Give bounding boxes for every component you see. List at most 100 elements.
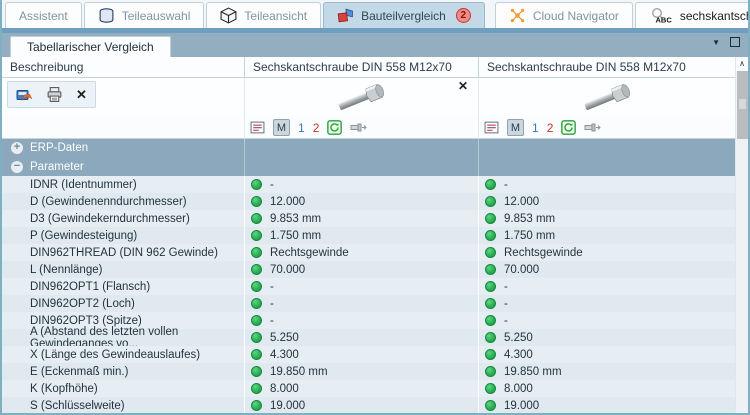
mode-m-button[interactable]: M	[507, 119, 524, 136]
value-text: 19.850 mm	[270, 365, 328, 378]
tab-label: Bauteilvergleich	[361, 8, 446, 23]
table-row[interactable]: A (Abstand des letzten vollen Gewindegan…	[2, 326, 737, 350]
status-ok-icon	[251, 264, 262, 275]
value-text: 9.853 mm	[504, 212, 556, 225]
view-2-button[interactable]: 2	[546, 120, 554, 135]
value-cell: Rechtsgewinde	[479, 244, 737, 261]
section-row-parameter[interactable]: − Parameter	[2, 157, 737, 176]
value-cell: 5.250	[479, 329, 737, 346]
comparison-toolbar-cell: ✕	[2, 78, 245, 117]
value-cell: 12.000	[479, 193, 737, 210]
row-label: P (Gewindesteigung)	[2, 227, 245, 244]
mode-m-button[interactable]: M	[273, 119, 290, 136]
value-cell: -	[479, 312, 737, 329]
part-preview-cell: ✕	[245, 78, 479, 117]
row-label: A (Abstand des letzten vollen Gewindegan…	[2, 326, 245, 350]
value-cell: 70.000	[245, 261, 479, 278]
table-row[interactable]: DIN962THREAD (DIN 962 Gewinde) Rechtsgew…	[2, 244, 737, 261]
value-cell: Rechtsgewinde	[245, 244, 479, 261]
value-text: 12.000	[504, 195, 540, 208]
table-row[interactable]: DIN962OPT3 (Spitze) - -	[2, 312, 737, 329]
print-icon[interactable]	[46, 86, 63, 103]
panel-menu-dropdown-icon[interactable]: ▼	[712, 37, 720, 47]
search-abc-icon: ABC	[649, 7, 673, 24]
table-row[interactable]: D3 (Gewindekerndurchmesser) 9.853 mm 9.8…	[2, 210, 737, 227]
hex-bolt-preview-image	[333, 77, 390, 119]
value-text: 1.750 mm	[504, 229, 556, 242]
status-ok-icon	[485, 196, 496, 207]
table-row[interactable]: K (Kopfhöhe) 8.000 8.000	[2, 380, 737, 397]
value-text: 1.750 mm	[270, 229, 322, 242]
section-empty-cell	[245, 139, 479, 157]
empty-cell	[2, 117, 245, 139]
tab-assistent[interactable]: Assistent	[5, 2, 82, 28]
tab-tabellarischer-vergleich[interactable]: Tabellarischer Vergleich	[10, 36, 171, 57]
update-icon[interactable]	[327, 120, 343, 135]
view-1-button[interactable]: 1	[298, 120, 305, 135]
status-ok-icon	[251, 179, 262, 190]
section-label-cell: + ERP-Daten	[2, 139, 245, 157]
comparison-toolbar: ✕	[7, 81, 96, 108]
table-row[interactable]: E (Eckenmaß min.) 19.850 mm 19.850 mm	[2, 363, 737, 380]
tab-bauteilvergleich[interactable]: Bauteilvergleich 2	[323, 2, 485, 28]
expand-icon[interactable]: +	[11, 142, 23, 154]
value-text: Rechtsgewinde	[504, 246, 583, 259]
table-row[interactable]: S (Schlüsselweite) 19.000 19.000	[2, 397, 737, 413]
value-cell: 12.000	[245, 193, 479, 210]
view-1-button[interactable]: 1	[532, 120, 539, 135]
update-icon[interactable]	[561, 120, 577, 135]
status-ok-icon	[485, 179, 496, 190]
tab-label: Cloud Navigator	[532, 8, 619, 23]
table-row[interactable]: DIN962OPT1 (Flansch) - -	[2, 278, 737, 295]
value-cell: 1.750 mm	[245, 227, 479, 244]
datasheet-icon[interactable]	[484, 120, 499, 135]
export-to-cad-icon[interactable]	[350, 120, 368, 135]
close-icon[interactable]: ✕	[76, 87, 87, 102]
export-to-cad-icon[interactable]	[584, 120, 602, 135]
column-header-row: Beschreibung Sechskantschraube DIN 558 M…	[2, 57, 737, 78]
view-2-button[interactable]: 2	[312, 120, 320, 135]
part-preview-cell	[479, 78, 737, 117]
value-cell: 8.000	[479, 380, 737, 397]
subtab-label: Tabellarischer Vergleich	[27, 40, 154, 54]
row-label: DIN962THREAD (DIN 962 Gewinde)	[2, 244, 245, 261]
table-row[interactable]: X (Länge des Gewindeauslaufes) 4.300 4.3…	[2, 346, 737, 363]
row-label: DIN962OPT2 (Loch)	[2, 295, 245, 312]
tab-label: Teileansicht	[244, 8, 308, 23]
value-text: 4.300	[270, 348, 299, 361]
status-ok-icon	[485, 349, 496, 360]
value-cell: 19.000	[479, 397, 737, 413]
part-column-header: Sechskantschraube DIN 558 M12x70	[245, 57, 479, 78]
vertical-scrollbar[interactable]: ∧	[735, 57, 748, 413]
maximize-icon[interactable]	[730, 37, 740, 47]
status-ok-icon	[251, 400, 262, 411]
tab-label: Teileauswahl	[121, 8, 191, 23]
datasheet-icon[interactable]	[250, 120, 265, 135]
table-row[interactable]: D (Gewindenenndurchmesser) 12.000 12.000	[2, 193, 737, 210]
tab-sechskantschrauben[interactable]: ABC sechskantschrauben	[634, 2, 748, 28]
value-text: Rechtsgewinde	[270, 246, 349, 259]
value-text: 12.000	[270, 195, 306, 208]
value-text: -	[270, 178, 274, 191]
table-row[interactable]: DIN962OPT2 (Loch) - -	[2, 295, 737, 312]
section-row-erp-daten[interactable]: + ERP-Daten	[2, 139, 737, 157]
row-label: D (Gewindenenndurchmesser)	[2, 193, 245, 210]
tab-teileansicht[interactable]: Teileansicht	[206, 2, 322, 28]
row-label: X (Länge des Gewindeauslaufes)	[2, 346, 245, 363]
scrollbar-thumb[interactable]	[737, 71, 748, 139]
collapse-icon[interactable]: −	[11, 160, 23, 173]
table-row[interactable]: L (Nennlänge) 70.000 70.000	[2, 261, 737, 278]
preview-row: ✕ ✕	[2, 78, 737, 117]
status-ok-icon	[251, 281, 262, 292]
table-row[interactable]: P (Gewindesteigung) 1.750 mm 1.750 mm	[2, 227, 737, 244]
scroll-up-arrow-icon[interactable]: ∧	[736, 57, 748, 71]
table-row[interactable]: IDNR (Identnummer) - -	[2, 176, 737, 193]
value-text: 19.850 mm	[504, 365, 562, 378]
value-text: 19.000	[270, 399, 306, 412]
remove-column-icon[interactable]: ✕	[457, 79, 468, 93]
row-label: DIN962OPT1 (Flansch)	[2, 278, 245, 295]
export-icon[interactable]	[16, 86, 33, 103]
tab-cloud-navigator[interactable]: Cloud Navigator	[494, 2, 633, 28]
tab-teileauswahl[interactable]: Teileauswahl	[83, 2, 205, 28]
status-ok-icon	[485, 213, 496, 224]
